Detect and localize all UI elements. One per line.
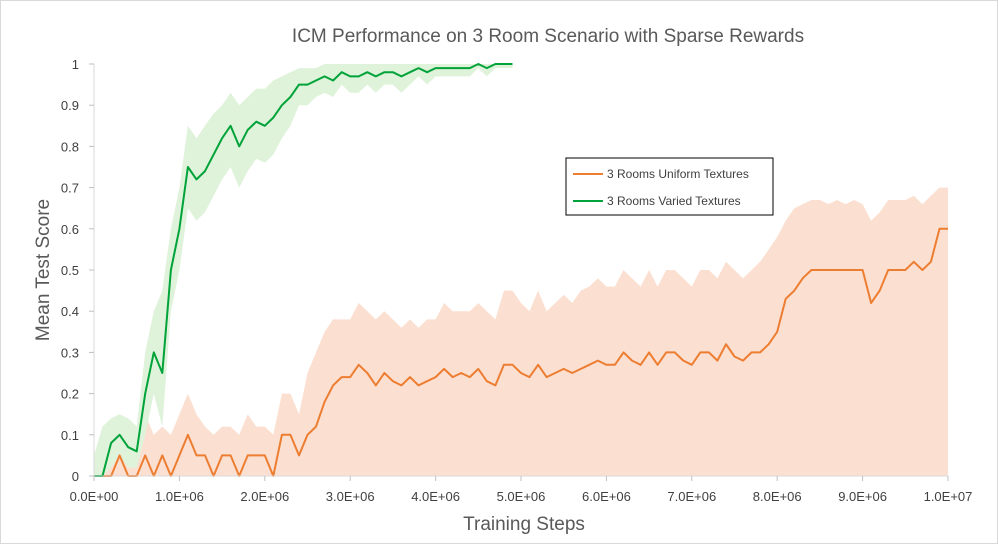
y-tick-label-0: 0 xyxy=(72,469,79,484)
x-tick-label-9: 9.0E+06 xyxy=(838,489,887,504)
legend-label-1: 3 Rooms Varied Textures xyxy=(607,194,741,208)
x-ticks: 0.0E+00 1.0E+06 2.0E+06 3.0E+06 4.0E+06 5.0E+… xyxy=(70,476,973,504)
y-ticks: 0 0.1 0.2 0.3 0.4 0.5 0.6 0.7 0.8 0.9 1 xyxy=(61,57,94,484)
x-tick-label-4: 4.0E+06 xyxy=(411,489,460,504)
x-tick-label-5: 5.0E+06 xyxy=(497,489,546,504)
y-tick-label-10: 1 xyxy=(72,57,79,72)
x-tick-label-6: 6.0E+06 xyxy=(582,489,631,504)
y-tick-label-5: 0.5 xyxy=(61,263,79,278)
x-tick-label-7: 7.0E+06 xyxy=(667,489,716,504)
series-0-band xyxy=(94,188,948,476)
chart-title: ICM Performance on 3 Room Scenario with … xyxy=(292,26,804,47)
x-tick-label-3: 3.0E+06 xyxy=(326,489,375,504)
x-tick-label-8: 8.0E+06 xyxy=(753,489,802,504)
y-tick-label-9: 0.9 xyxy=(61,98,79,113)
y-tick-label-8: 0.8 xyxy=(61,139,79,154)
x-tick-label-0: 0.0E+00 xyxy=(70,489,119,504)
y-tick-label-7: 0.7 xyxy=(61,181,79,196)
x-tick-label-10: 1.0E+07 xyxy=(924,489,973,504)
legend-label-0: 3 Rooms Uniform Textures xyxy=(607,167,749,181)
x-tick-label-1: 1.0E+06 xyxy=(155,489,204,504)
y-tick-label-1: 0.1 xyxy=(61,428,79,443)
y-axis-label: Mean Test Score xyxy=(33,199,54,341)
y-tick-label-3: 0.3 xyxy=(61,345,79,360)
x-axis-label: Training Steps xyxy=(463,514,585,535)
legend: 3 Rooms Uniform Textures 3 Rooms Varied T… xyxy=(566,158,773,215)
x-tick-label-2: 2.0E+06 xyxy=(240,489,289,504)
y-tick-label-2: 0.2 xyxy=(61,387,79,402)
y-tick-label-6: 0.6 xyxy=(61,222,79,237)
y-tick-label-4: 0.4 xyxy=(61,304,79,319)
